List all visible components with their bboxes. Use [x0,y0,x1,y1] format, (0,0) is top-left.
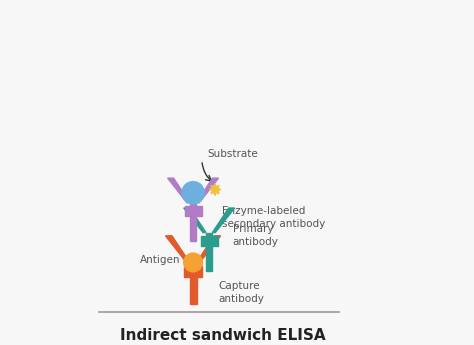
Polygon shape [190,263,197,304]
Polygon shape [196,178,219,203]
Polygon shape [206,233,212,271]
Text: Primary
antibody: Primary antibody [233,224,279,247]
Polygon shape [209,184,221,195]
Polygon shape [212,236,218,246]
Circle shape [182,181,204,204]
Text: Substrate: Substrate [208,149,258,158]
Polygon shape [184,266,190,277]
Polygon shape [165,236,190,263]
Polygon shape [184,208,206,233]
Polygon shape [190,203,196,241]
Polygon shape [212,208,235,233]
Polygon shape [201,236,206,246]
Text: Capture
antibody: Capture antibody [218,281,264,304]
Polygon shape [185,206,190,216]
Text: Enzyme-labeled
secondary antibody: Enzyme-labeled secondary antibody [222,206,326,229]
Text: Antigen: Antigen [140,255,180,265]
Polygon shape [168,178,190,203]
Text: Indirect sandwich ELISA: Indirect sandwich ELISA [119,328,325,343]
Polygon shape [197,236,221,263]
Circle shape [184,253,202,272]
Polygon shape [196,206,201,216]
Polygon shape [197,266,202,277]
